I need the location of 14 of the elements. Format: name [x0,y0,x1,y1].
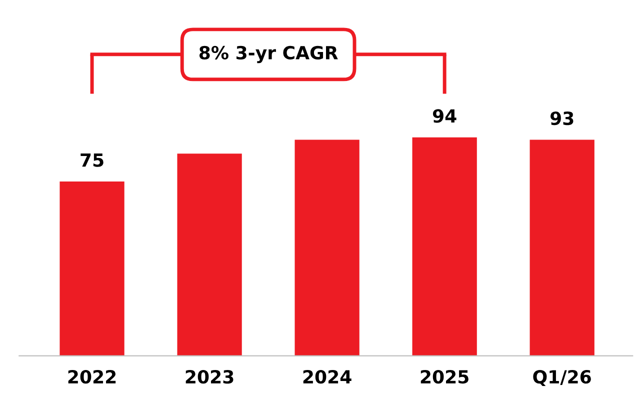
x-tick-label: 2025 [420,370,468,384]
x-tick-label: Q1/26 [533,370,591,386]
data-label: 94 [432,109,456,123]
bar [177,154,242,356]
x-tick-label: 2023 [186,370,234,384]
x-tick-label: 2022 [68,370,116,384]
bar [294,140,360,356]
bar [530,140,594,356]
text: 8% 3-yr CAGR [199,46,338,64]
data-label: 93 [550,111,574,126]
bar [412,137,477,356]
x-tick-label: 2024 [303,370,352,384]
data-label: 75 [80,154,104,167]
bar [60,182,124,356]
